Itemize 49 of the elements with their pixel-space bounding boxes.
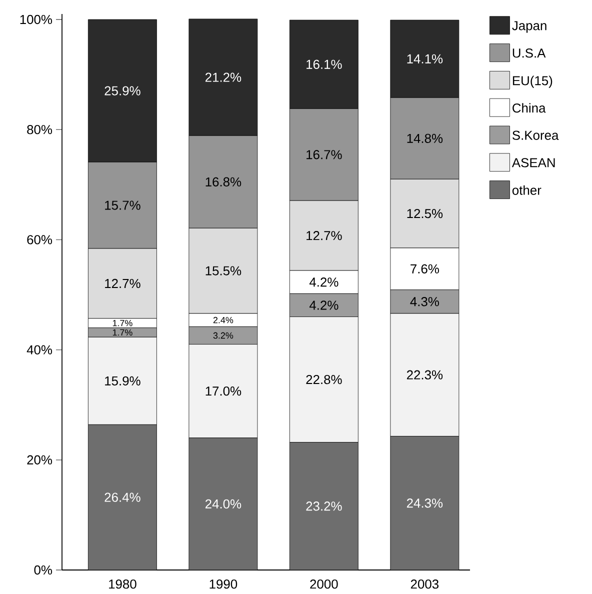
data-label: 12.5% — [407, 208, 443, 218]
data-label: 26.4% — [104, 492, 140, 502]
data-label: 4.2% — [309, 300, 338, 310]
bar — [390, 436, 460, 570]
x-tick-label: 1980 — [109, 580, 136, 589]
data-label: 16.1% — [306, 60, 342, 69]
bar — [88, 424, 157, 570]
data-label: 17.0% — [206, 386, 242, 396]
x-tick-label: 1990 — [210, 580, 238, 589]
data-label: 14.8% — [407, 134, 443, 143]
data-label: 21.2% — [205, 72, 242, 82]
legend-label: ASEAN — [512, 158, 555, 168]
data-label: 2.4% — [213, 316, 234, 324]
data-label: 16.7% — [306, 150, 342, 160]
legend-label: EU(15) — [512, 76, 552, 88]
data-label: 24.3% — [406, 498, 443, 508]
data-label: 16.8% — [206, 177, 242, 186]
y-tick-label: 40% — [26, 345, 52, 354]
data-label: 1.7% — [112, 329, 132, 336]
x-tick-label: 2000 — [310, 580, 338, 589]
data-label: 14.1% — [407, 54, 443, 64]
data-label: 22.8% — [306, 374, 342, 384]
bar — [188, 438, 258, 570]
data-label: 25.9% — [104, 86, 140, 96]
x-tick-label: 2003 — [410, 580, 439, 589]
data-label: 12.7% — [105, 278, 140, 288]
data-label: 22.3% — [406, 370, 443, 380]
data-label: 1.7% — [112, 320, 132, 326]
y-tick-label: 0% — [34, 565, 52, 575]
data-label: 15.9% — [105, 376, 140, 386]
data-label: 24.0% — [205, 499, 242, 509]
data-label: 15.7% — [105, 200, 140, 210]
y-tick-label: 80% — [27, 125, 52, 134]
data-label: 15.5% — [206, 266, 242, 276]
bar — [289, 442, 358, 570]
legend-label: S.Korea — [512, 130, 559, 140]
data-label: 12.7% — [306, 231, 342, 240]
legend-label: U.S.A — [512, 48, 546, 58]
data-label: 4.3% — [410, 297, 439, 306]
y-tick-label: 100% — [20, 14, 52, 24]
y-tick-label: 60% — [27, 235, 52, 244]
y-tick-label: 20% — [27, 455, 52, 464]
data-label: 3.2% — [213, 332, 234, 339]
legend-label: China — [512, 103, 546, 113]
data-label: 7.6% — [410, 264, 439, 274]
data-label: 23.2% — [306, 502, 342, 511]
data-label: 4.2% — [309, 278, 338, 287]
legend-label: other — [512, 185, 542, 195]
legend-label: Japan — [512, 21, 546, 33]
